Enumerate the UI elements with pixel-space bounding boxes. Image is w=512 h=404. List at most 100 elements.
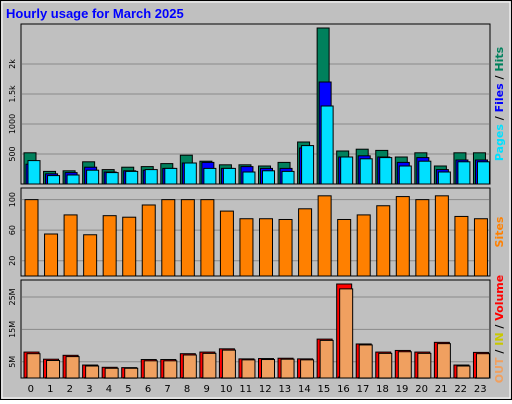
bar-sites-1 [44, 233, 59, 277]
x-tick-label: 23 [474, 384, 487, 395]
bar-pages-11 [242, 171, 256, 185]
bar-sites-16 [337, 218, 352, 277]
bar-pages-5 [125, 170, 139, 185]
legend-separator: / [493, 321, 506, 333]
x-tick-label: 3 [86, 384, 92, 395]
bar-sites-17 [356, 214, 371, 277]
bar-out-16 [339, 288, 354, 379]
x-tick-label: 13 [278, 384, 291, 395]
bar-sites-2 [63, 214, 78, 277]
x-tick-label: 2 [67, 384, 73, 395]
bar-sites-7 [161, 199, 176, 277]
bar-out-4 [104, 367, 119, 379]
bar-pages-7 [164, 167, 178, 185]
legend-entry-hits: Hits [493, 46, 506, 71]
legend-entry-pages: Pages [493, 124, 506, 162]
bar-pages-13 [281, 170, 295, 185]
bar-sites-3 [83, 234, 98, 277]
x-tick-label: 11 [239, 384, 252, 395]
x-tick-label: 10 [220, 384, 233, 395]
plot-area-top [20, 23, 491, 185]
legend-entry-sites: Sites [493, 216, 506, 247]
bar-sites-8 [180, 199, 195, 277]
bar-sites-10 [219, 210, 234, 277]
y-tick-label: 500 [8, 146, 17, 161]
y-tick-label: 5M [8, 356, 17, 368]
bar-out-20 [417, 352, 432, 379]
bar-pages-18 [379, 157, 393, 185]
y-tick-label: 20 [8, 256, 17, 266]
chart-title: Hourly usage for March 2025 [6, 6, 184, 21]
bar-pages-9 [203, 167, 217, 185]
bar-pages-12 [262, 170, 275, 185]
bar-pages-8 [183, 162, 197, 185]
legend-separator: / [493, 72, 506, 84]
bar-sites-13 [278, 218, 293, 277]
bar-out-10 [221, 349, 236, 379]
x-tick-label: 21 [435, 384, 448, 395]
bar-pages-14 [301, 145, 315, 185]
bar-pages-4 [105, 172, 119, 185]
plot-area-middle [20, 187, 491, 277]
legend-entry-volume: Volume [493, 275, 506, 321]
bar-sites-11 [239, 218, 254, 277]
bar-out-1 [46, 359, 61, 379]
bar-out-13 [280, 358, 295, 379]
bar-sites-19 [395, 196, 410, 277]
bar-pages-20 [418, 160, 432, 185]
bar-out-12 [261, 359, 275, 379]
bar-pages-10 [222, 167, 236, 185]
legend-bottom: OUT / IN / Volume [493, 275, 506, 383]
legend-middle: Sites [493, 216, 506, 247]
bar-out-21 [436, 343, 451, 379]
bar-out-11 [241, 359, 256, 379]
bar-out-19 [397, 351, 412, 379]
bar-sites-12 [259, 218, 273, 277]
x-tick-label: 15 [318, 384, 331, 395]
x-tick-label: 20 [415, 384, 428, 395]
x-tick-label: 22 [454, 384, 467, 395]
y-tick-label: 25M [8, 288, 17, 305]
bar-out-22 [456, 365, 471, 379]
bar-pages-17 [359, 158, 373, 185]
y-tick-label: 1000 [8, 114, 17, 134]
y-tick-label: 1.5k [8, 85, 17, 103]
bar-sites-6 [141, 204, 156, 277]
bar-out-23 [475, 353, 490, 379]
bar-out-2 [65, 356, 80, 379]
y-tick-label: 100 [8, 192, 17, 207]
bar-sites-9 [200, 199, 215, 277]
x-tick-label: 17 [357, 384, 370, 395]
bar-sites-4 [102, 215, 117, 277]
legend-entry-in: IN [493, 332, 506, 345]
bar-out-0 [26, 353, 41, 379]
bar-pages-0 [27, 160, 41, 185]
bar-pages-22 [457, 161, 471, 185]
bar-out-6 [143, 360, 158, 379]
bar-sites-0 [24, 199, 39, 277]
y-tick-label: 2k [8, 59, 17, 69]
legend-separator: / [493, 112, 506, 124]
bar-sites-14 [298, 208, 313, 277]
bar-out-3 [85, 365, 100, 379]
bar-pages-6 [144, 169, 158, 185]
bar-out-17 [358, 344, 373, 379]
bar-pages-2 [66, 174, 80, 185]
x-tick-label: 9 [203, 384, 209, 395]
x-tick-label: 8 [184, 384, 190, 395]
bar-out-7 [163, 360, 178, 379]
y-tick-label: 60 [8, 225, 17, 235]
bar-sites-22 [454, 215, 469, 277]
x-tick-label: 0 [28, 384, 34, 395]
x-tick-label: 4 [106, 384, 112, 395]
legend-entry-files: Files [493, 83, 506, 113]
bar-pages-21 [437, 171, 451, 185]
bar-pages-3 [86, 169, 100, 185]
legend-entry-out: OUT [493, 357, 506, 383]
x-tick-label: 14 [298, 384, 311, 395]
bar-sites-18 [376, 205, 391, 277]
bar-out-14 [300, 359, 315, 379]
